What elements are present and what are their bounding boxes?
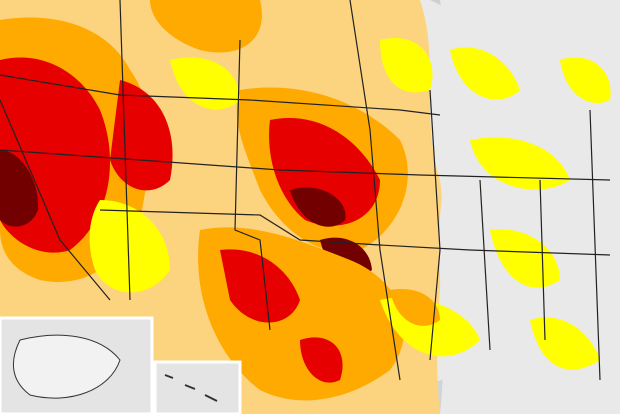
boundary: [429, 89, 441, 361]
moderate-drought: [390, 289, 440, 326]
boundary: [99, 209, 611, 256]
boundary: [0, 74, 441, 116]
hawaii-inset: [153, 360, 242, 414]
no-drought: [439, 0, 620, 414]
boundary: [0, 99, 111, 301]
alaska: [12, 334, 121, 399]
boundary: [479, 109, 601, 381]
state-boundaries: [0, 0, 611, 381]
boundary: [119, 0, 131, 301]
severe-drought: [220, 249, 343, 383]
abnormal-dry: [89, 200, 170, 293]
abnormal-dry: [170, 38, 433, 110]
abnormal-dry: [380, 47, 611, 370]
boundary: [349, 0, 401, 381]
boundary: [234, 39, 271, 331]
boundary: [0, 149, 611, 181]
extreme-drought: [290, 187, 372, 278]
moderate-drought: [150, 0, 262, 53]
extreme-drought: [0, 150, 39, 227]
hawaii: [164, 374, 218, 402]
